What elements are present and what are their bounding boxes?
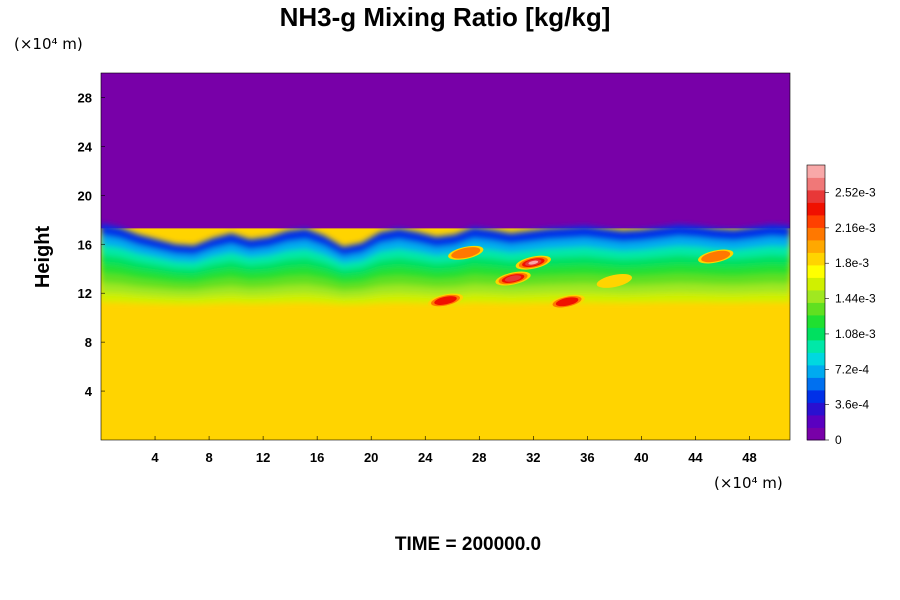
concentration-blob (528, 260, 539, 265)
concentration-blob (504, 275, 522, 282)
mixing-band (101, 244, 790, 270)
x-tick-label: 4 (151, 450, 159, 465)
colorbar-swatch (807, 365, 825, 378)
colorbar-swatch (807, 215, 825, 228)
colorbar-tick-label: 2.52e-3 (835, 186, 876, 200)
plot-frame (100, 72, 791, 441)
colorbar-swatch (807, 165, 825, 178)
concentration-blob (434, 296, 457, 305)
x-axis-ticks: 4 8 12 16 20 24 28 32 36 40 44 48 (151, 436, 757, 465)
mixing-band (101, 235, 790, 263)
colorbar-swatch (807, 290, 825, 303)
y-tick-label: 12 (78, 286, 92, 301)
colorbar-swatch (807, 252, 825, 266)
mixing-band (101, 283, 790, 298)
colorbar-swatch (807, 340, 825, 353)
y-axis-label: Height (32, 226, 54, 289)
colorbar-tick-label: 1.8e-3 (835, 256, 869, 270)
x-tick-label: 20 (364, 450, 378, 465)
mixing-band (101, 254, 790, 277)
colorbar-tick-label: 2.16e-3 (835, 221, 876, 235)
concentration-blob (596, 274, 633, 288)
y-tick-label: 8 (85, 335, 92, 350)
x-tick-label: 16 (310, 450, 324, 465)
colorbar-swatch (807, 427, 825, 441)
mixing-band (101, 264, 790, 284)
mixing-band (101, 223, 790, 257)
upper-field (101, 73, 790, 229)
x-tick-label: 24 (418, 450, 433, 465)
colorbar-swatch (807, 277, 825, 291)
y-tick-label: 24 (78, 139, 93, 154)
concentration-blob (451, 247, 481, 259)
high-concentration-blobs (427, 245, 734, 309)
colorbar-swatch (807, 202, 825, 216)
x-tick-label: 32 (526, 450, 540, 465)
x-tick-label: 36 (580, 450, 594, 465)
x-tick-label: 44 (688, 450, 703, 465)
colorbar-swatch (807, 377, 825, 391)
concentration-blob (555, 297, 579, 307)
colorbar-swatch (807, 352, 825, 366)
colorbar-tick-label: 1.44e-3 (835, 292, 876, 306)
y-tick-label: 20 (78, 188, 92, 203)
mixing-bands (101, 223, 790, 317)
chart-title: NH3-g Mixing Ratio [kg/kg] (280, 2, 611, 32)
colorbar-swatch (807, 227, 825, 241)
colorbar-tick-label: 3.6e-4 (835, 398, 869, 412)
colorbar-swatch (807, 390, 825, 403)
colorbar-swatch (807, 415, 825, 428)
x-unit-label: (×10⁴ m) (714, 474, 783, 492)
colorbar-swatch (807, 327, 825, 341)
x-tick-label: 8 (205, 450, 212, 465)
colorbar: 0 3.6e-4 7.2e-4 1.08e-3 1.44e-3 1.8e-3 2.16e-3… (806, 164, 876, 447)
time-label: TIME = 200000.0 (395, 534, 541, 555)
plot-area (101, 73, 790, 440)
colorbar-swatch (807, 177, 825, 191)
x-tick-label: 40 (634, 450, 648, 465)
y-unit-label: (×10⁴ m) (14, 35, 83, 53)
colorbar-tick-label: 0 (835, 433, 842, 447)
colorbar-tick-label: 1.08e-3 (835, 327, 876, 341)
colorbar-swatch (807, 190, 825, 203)
colorbar-tick-label: 7.2e-4 (835, 362, 869, 376)
colorbar-swatch (807, 265, 825, 278)
y-tick-label: 16 (78, 237, 92, 252)
concentration-blob (701, 250, 731, 263)
colorbar-swatch (807, 302, 825, 316)
y-tick-label: 28 (78, 90, 92, 105)
y-tick-label: 4 (85, 384, 93, 399)
colorbar-swatch (807, 315, 825, 328)
x-tick-label: 48 (742, 450, 756, 465)
colorbar-swatch (807, 240, 825, 253)
colorbar-frame (806, 164, 826, 441)
x-tick-label: 28 (472, 450, 486, 465)
mixing-band (101, 302, 790, 317)
x-tick-label: 12 (256, 450, 270, 465)
y-axis-ticks: 4 8 12 16 20 24 28 (78, 90, 105, 399)
colorbar-swatch (807, 402, 825, 416)
